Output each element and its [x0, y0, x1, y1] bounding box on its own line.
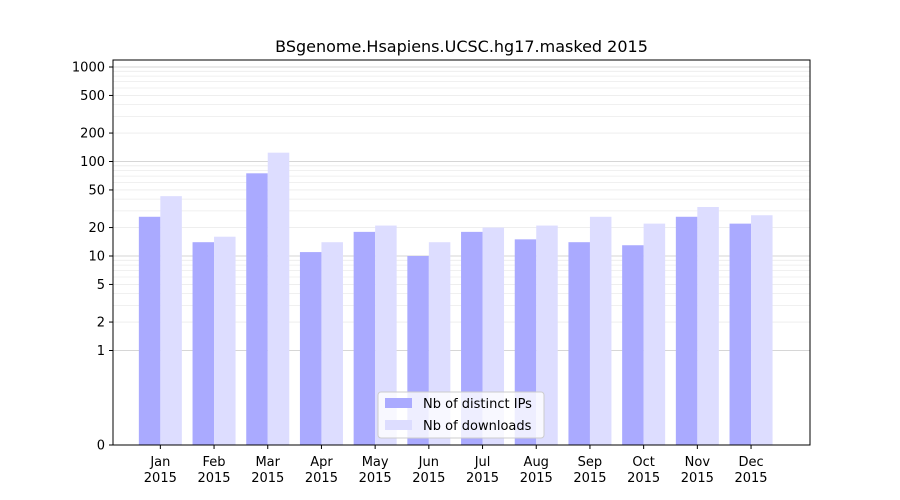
x-tick-label: Jul 2015 [466, 455, 499, 486]
bar-distinct-ips [246, 173, 268, 446]
bar-downloads [589, 216, 612, 445]
bar-distinct-ips [353, 231, 376, 445]
y-tick-label: 100 [80, 155, 105, 170]
x-tick-label: Oct 2015 [627, 455, 660, 486]
bar-downloads [751, 215, 773, 445]
y-tick-label: 5 [97, 278, 105, 293]
bar-downloads [375, 225, 397, 445]
bar-distinct-ips [675, 216, 698, 445]
x-tick-label: Nov 2015 [681, 455, 714, 486]
bar-distinct-ips [192, 242, 215, 445]
bar-downloads [267, 152, 290, 446]
x-tick-label: Mar 2015 [251, 455, 284, 486]
legend-frame [377, 391, 545, 439]
x-tick-label: Apr 2015 [305, 455, 338, 486]
x-tick-label: Aug 2015 [520, 455, 553, 486]
y-tick-label: 200 [80, 127, 105, 142]
bar-distinct-ips [729, 223, 752, 445]
legend-swatch-distinct-ips [385, 398, 412, 408]
y-tick-label: 10 [88, 250, 105, 265]
bar-downloads [536, 225, 558, 445]
bar-downloads [321, 242, 343, 445]
y-tick-label: 500 [80, 89, 105, 104]
legend: Nb of distinct IPs Nb of downloads [377, 391, 545, 439]
y-tick-label: 0 [97, 439, 105, 454]
bar-distinct-ips [622, 245, 644, 445]
bar-distinct-ips [568, 242, 590, 445]
x-tick-label: Dec 2015 [734, 455, 767, 486]
y-tick-label: 1000 [72, 61, 105, 76]
bar-downloads [697, 207, 719, 445]
y-tick-label: 20 [88, 221, 105, 236]
x-tick-label: Sep 2015 [573, 455, 606, 486]
x-axis: Jan 2015 Feb 2015 Mar 2015 Apr 2015 May 2015 Jun 20… [144, 445, 768, 486]
legend-swatch-downloads [385, 420, 412, 430]
y-tick-label: 50 [88, 183, 105, 198]
bar-distinct-ips [138, 216, 161, 445]
bar-distinct-ips [299, 252, 322, 445]
bar-downloads [214, 236, 236, 445]
bar-downloads [160, 196, 182, 445]
legend-label-distinct-ips: Nb of distinct IPs [423, 397, 532, 412]
chart-title: BSgenome.Hsapiens.UCSC.hg17.masked 2015 [275, 37, 648, 56]
x-tick-label: Jan 2015 [144, 455, 177, 486]
y-axis: 0 1 2 5 10 20 50 100 200 500 1000 [72, 61, 113, 454]
bar-downloads [482, 227, 505, 445]
y-tick-label: 1 [97, 344, 105, 359]
legend-label-downloads: Nb of downloads [423, 419, 532, 434]
bar-downloads [643, 223, 666, 445]
x-tick-label: Jun 2015 [412, 455, 445, 486]
x-tick-label: Feb 2015 [197, 455, 230, 486]
plot-area-frame [112, 59, 811, 446]
x-tick-label: May 2015 [359, 455, 392, 486]
y-tick-label: 2 [97, 316, 105, 331]
